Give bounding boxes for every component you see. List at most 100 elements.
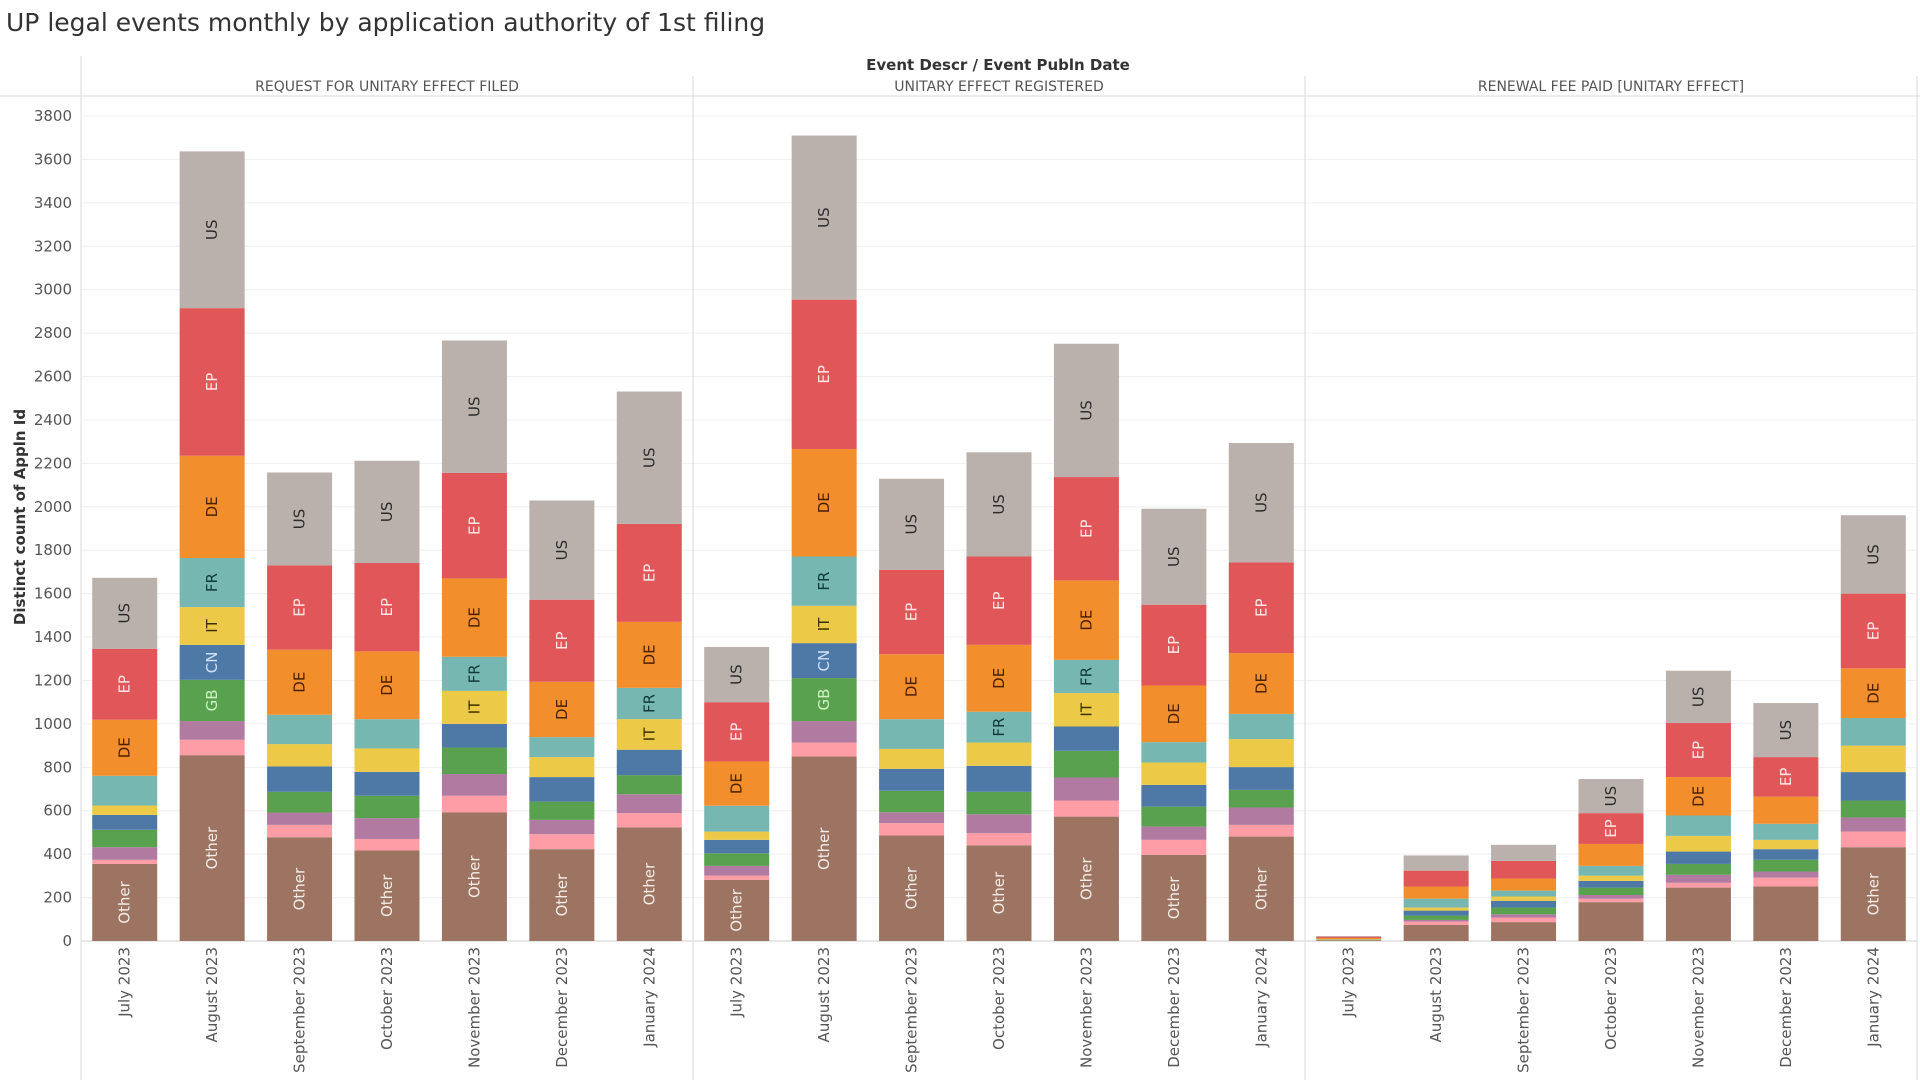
bar-segment-other xyxy=(1404,925,1469,941)
bar-segment-jp xyxy=(92,847,157,860)
bar-segment-unlabeled xyxy=(1841,832,1906,848)
segment-label: DE xyxy=(553,699,571,720)
bar-segment-unlabeled xyxy=(355,839,420,851)
bar-segment-it xyxy=(1316,939,1381,940)
bar-segment-cn xyxy=(617,750,682,775)
segment-label: Other xyxy=(1864,872,1882,915)
bar-segment-cn xyxy=(879,769,944,791)
bar-segment-cn xyxy=(1404,911,1469,916)
bar-segment-cn xyxy=(1666,852,1731,864)
segment-label: EP xyxy=(990,591,1008,610)
bar-segment-cn xyxy=(92,815,157,830)
segment-label: DE xyxy=(465,607,483,628)
bar-segment-jp xyxy=(1491,914,1556,917)
segment-label: EP xyxy=(728,723,746,742)
segment-label: US xyxy=(1077,400,1095,421)
y-tick-label: 2200 xyxy=(34,454,72,472)
segment-label: FR xyxy=(203,573,221,592)
x-tick-label: January 2024 xyxy=(1864,947,1882,1048)
bar-segment-cn xyxy=(1753,849,1818,860)
segment-label: EP xyxy=(1777,768,1795,787)
panel-title: REQUEST FOR UNITARY EFFECT FILED xyxy=(255,79,519,95)
bar-segment-unlabeled xyxy=(1579,899,1644,902)
facet-header: Event Descr / Event Publn Date xyxy=(866,56,1130,74)
bar-segment-unlabeled xyxy=(92,860,157,864)
bar-segment-cn xyxy=(1491,901,1556,908)
segment-label: US xyxy=(553,540,571,561)
bar-segment-jp xyxy=(1753,872,1818,878)
segment-label: US xyxy=(903,514,921,535)
segment-label: IT xyxy=(465,700,483,714)
segment-label: DE xyxy=(378,675,396,696)
bar-segment-unlabeled xyxy=(1054,801,1119,817)
bar-segment-cn xyxy=(529,777,594,802)
bar-segment-ep xyxy=(1316,937,1381,938)
bar-segment-other xyxy=(1491,922,1556,941)
segment-label: IT xyxy=(640,727,658,741)
y-axis-title: Distinct count of Appln Id xyxy=(11,409,29,625)
segment-label: FR xyxy=(465,664,483,683)
x-tick-label: November 2023 xyxy=(1689,947,1707,1068)
bar-segment-other xyxy=(1579,902,1644,941)
y-tick-label: 400 xyxy=(43,845,72,863)
bar-segment-jp xyxy=(1054,778,1119,801)
bar-segment-de xyxy=(1491,878,1556,890)
x-tick-label: October 2023 xyxy=(990,947,1008,1050)
segment-label: US xyxy=(990,494,1008,515)
segment-label: EP xyxy=(116,675,134,694)
segment-label: IT xyxy=(1077,702,1095,716)
bar-segment-it xyxy=(1141,763,1206,785)
bar-segment-unlabeled xyxy=(704,876,769,880)
bar-segment-it xyxy=(1753,840,1818,849)
segment-label: FR xyxy=(640,694,658,713)
segment-label: GB xyxy=(815,689,833,711)
bar-segment-fr xyxy=(1841,718,1906,746)
y-tick-label: 1400 xyxy=(34,628,72,646)
bar-segment-unlabeled xyxy=(180,740,245,755)
bar-segment-cn xyxy=(267,766,332,791)
bar-segment-fr xyxy=(1404,899,1469,908)
bar-segment-it xyxy=(879,749,944,769)
segment-label: US xyxy=(815,207,833,228)
segment-label: DE xyxy=(203,496,221,517)
segment-label: FR xyxy=(1077,667,1095,686)
bar-segment-fr xyxy=(355,719,420,748)
x-tick-label: September 2023 xyxy=(903,947,921,1073)
segment-label: DE xyxy=(1165,703,1183,724)
segment-label: Other xyxy=(1165,876,1183,919)
segment-label: EP xyxy=(1864,622,1882,641)
x-tick-label: August 2023 xyxy=(815,947,833,1042)
bar-segment-fr xyxy=(1229,714,1294,739)
bar-segment-jp xyxy=(879,812,944,823)
y-tick-label: 800 xyxy=(43,758,72,776)
panel-title: RENEWAL FEE PAID [UNITARY EFFECT] xyxy=(1478,79,1744,95)
bar-segment-gb xyxy=(92,830,157,847)
segment-label: Other xyxy=(378,874,396,917)
bar-segment-gb xyxy=(442,748,507,774)
segment-label: Other xyxy=(1252,867,1270,910)
segment-label: DE xyxy=(1689,786,1707,807)
x-tick-label: August 2023 xyxy=(203,947,221,1042)
bar-segment-fr xyxy=(1753,824,1818,840)
bar-segment-cn xyxy=(1141,785,1206,807)
x-tick-label: December 2023 xyxy=(553,947,571,1068)
bar-segment-cn xyxy=(1579,881,1644,888)
bar-segment-cn xyxy=(704,840,769,853)
segment-label: Other xyxy=(203,826,221,869)
bar-segment-it xyxy=(967,743,1032,766)
x-tick-label: September 2023 xyxy=(291,947,309,1073)
segment-label: IT xyxy=(203,618,221,632)
bar-segment-jp xyxy=(792,721,857,742)
segment-label: US xyxy=(1252,492,1270,513)
y-tick-label: 200 xyxy=(43,889,72,907)
bar-segment-gb xyxy=(1753,860,1818,872)
x-tick-label: July 2023 xyxy=(728,947,746,1018)
bar-segment-de xyxy=(1404,887,1469,899)
bar-segment-jp xyxy=(529,820,594,834)
y-tick-label: 3600 xyxy=(34,150,72,168)
segment-label: US xyxy=(1602,786,1620,807)
bar-segment-cn xyxy=(1229,767,1294,790)
bar-segment-cn xyxy=(355,772,420,796)
segment-label: Other xyxy=(553,873,571,916)
